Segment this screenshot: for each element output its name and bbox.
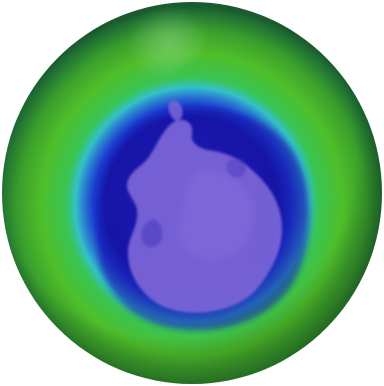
globe-rim-shade [2, 2, 382, 384]
